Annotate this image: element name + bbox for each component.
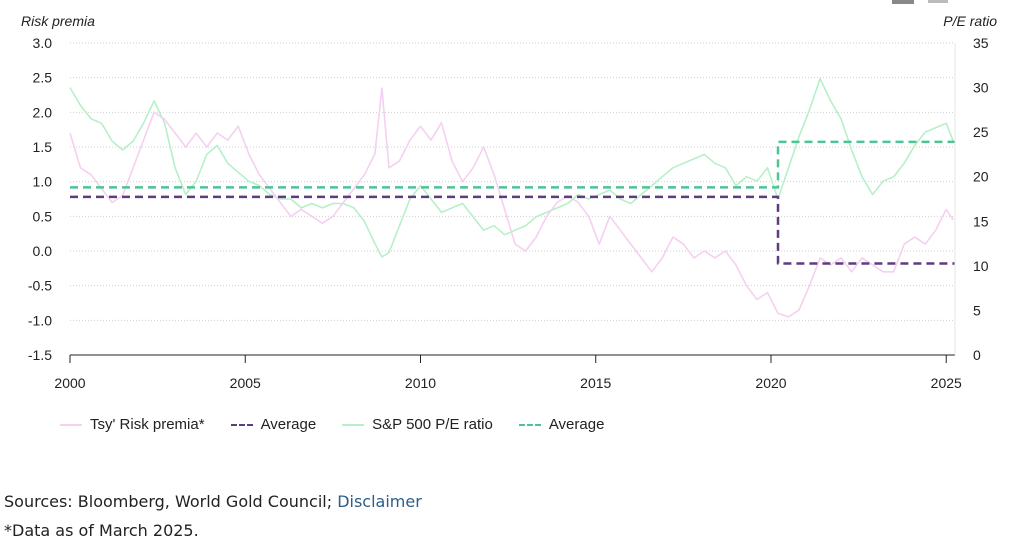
series-layer — [69, 77, 955, 318]
left-tick-label: -1.5 — [28, 347, 52, 363]
right-tick-label: 0 — [973, 347, 981, 363]
legend-toggle-mark — [892, 0, 914, 4]
legend-swatch-risk-premia-average — [230, 423, 253, 426]
legend-item-pe-average[interactable]: Average — [518, 416, 605, 433]
x-tick-label: 2025 — [931, 375, 962, 391]
right-tick-label: 10 — [973, 258, 989, 274]
series-line-2 — [69, 77, 954, 258]
left-tick-label: 1.5 — [33, 139, 53, 155]
legend-label-pe-average: Average — [548, 416, 605, 433]
legend-swatch-pe-average — [518, 423, 541, 426]
right-tick-label: 15 — [973, 213, 989, 229]
x-tick-label: 2015 — [580, 375, 611, 391]
right-tick-label: 35 — [973, 35, 989, 51]
series-line-3 — [70, 140, 955, 189]
left-tick-label: -1.0 — [28, 312, 52, 328]
legend: Tsy' Risk premia* Average S&P 500 P/E ra… — [60, 416, 604, 433]
sources-line: Sources: Bloomberg, World Gold Council; … — [4, 492, 422, 511]
x-tick-label: 2010 — [405, 375, 436, 391]
left-tick-label: 0.5 — [33, 208, 53, 224]
legend-toggle-mark-secondary — [928, 0, 948, 3]
x-tick-label: 2020 — [755, 375, 786, 391]
left-tick-label: 3.0 — [33, 35, 53, 51]
right-tick-label: 25 — [973, 124, 989, 140]
sources-text: Sources: Bloomberg, World Gold Council; — [4, 492, 338, 511]
legend-label-risk-premia-average: Average — [260, 416, 317, 433]
series-line-0 — [69, 87, 954, 318]
axes: 3.0 2.5 2.0 1.5 1.0 0.5 0.0 -0.5 -1.0 -1.5 35 30 25 2… — [28, 35, 989, 391]
right-tick-label: 30 — [973, 80, 989, 96]
right-axis-title: P/E ratio — [943, 13, 997, 29]
left-tick-label: 0.0 — [33, 243, 53, 259]
legend-item-risk-premia[interactable]: Tsy' Risk premia* — [60, 416, 205, 433]
x-tick-label: 2005 — [230, 375, 261, 391]
grid-lines — [70, 42, 955, 356]
legend-item-pe-ratio[interactable]: S&P 500 P/E ratio — [342, 416, 493, 433]
series-line-1 — [70, 195, 955, 265]
legend-label-risk-premia: Tsy' Risk premia* — [90, 416, 205, 433]
legend-item-risk-premia-average[interactable]: Average — [230, 416, 317, 433]
left-tick-label: 2.0 — [33, 104, 53, 120]
chart-canvas: 3.0 2.5 2.0 1.5 1.0 0.5 0.0 -0.5 -1.0 -1.5 35 30 25 2… — [28, 35, 989, 391]
right-tick-label: 5 — [973, 302, 981, 318]
x-tick-label: 2000 — [54, 375, 85, 391]
left-axis-title: Risk premia — [21, 13, 95, 29]
legend-label-pe-ratio: S&P 500 P/E ratio — [372, 416, 493, 433]
legend-swatch-risk-premia — [60, 423, 82, 426]
disclaimer-link[interactable]: Disclaimer — [337, 492, 422, 511]
right-tick-label: 20 — [973, 169, 989, 185]
left-tick-label: 1.0 — [33, 174, 53, 190]
data-note: *Data as of March 2025. — [4, 521, 199, 540]
left-tick-label: -0.5 — [28, 278, 52, 294]
left-tick-label: 2.5 — [33, 70, 53, 86]
legend-swatch-pe-ratio — [342, 423, 365, 426]
